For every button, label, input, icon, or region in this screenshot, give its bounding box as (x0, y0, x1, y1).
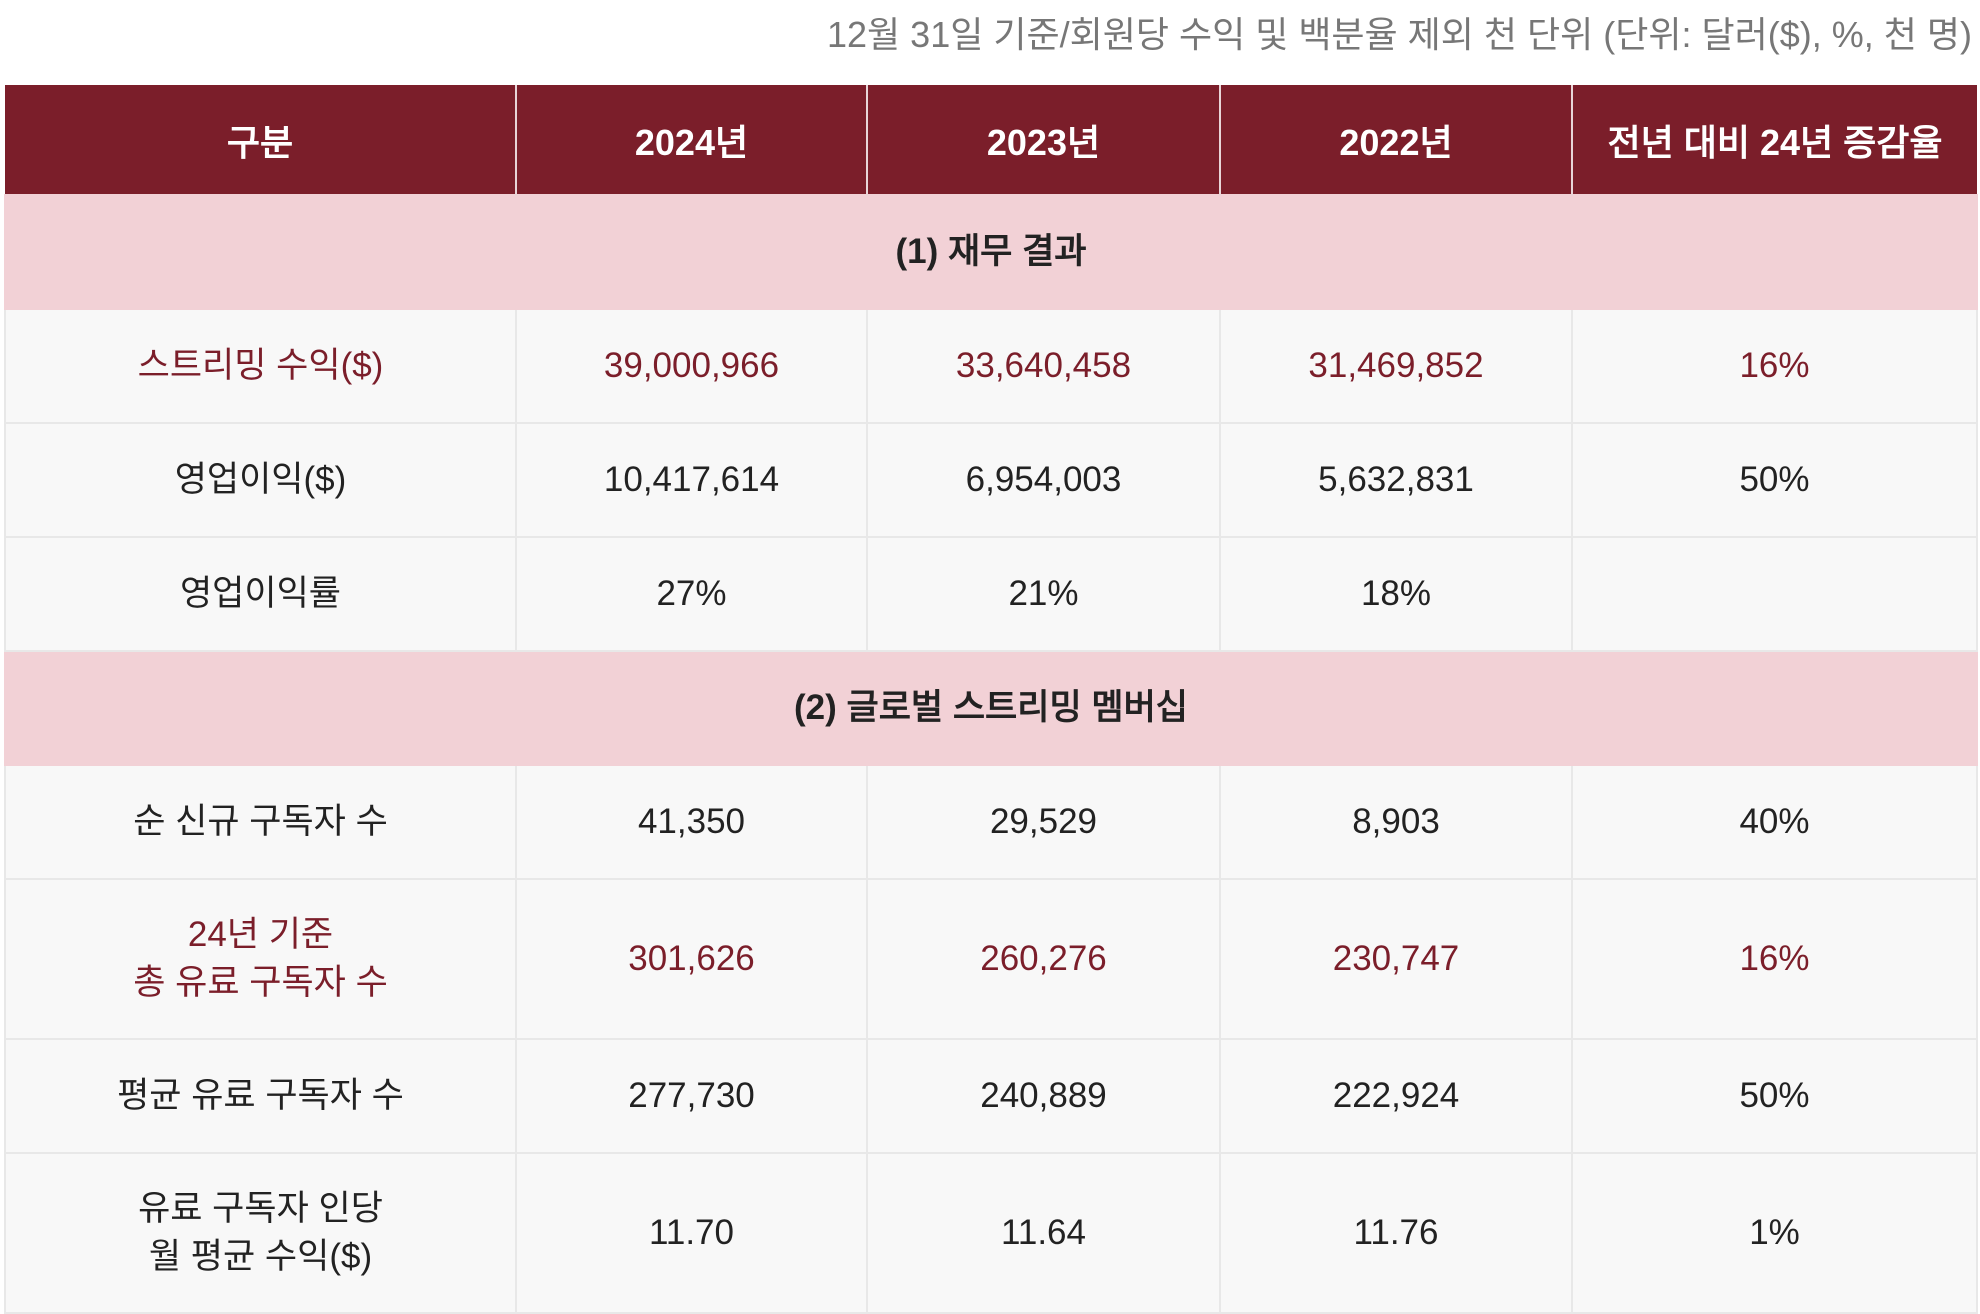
value-cell: 240,889 (866, 1038, 1221, 1154)
value-cell: 11.76 (1219, 1152, 1573, 1314)
row-label: 영업이익($) (4, 422, 517, 538)
data-row: 평균 유료 구독자 수 277,730 240,889 222,924 50% (4, 1038, 1978, 1154)
header-cell: 전년 대비 24년 증감율 (1572, 85, 1977, 195)
section-row: (1) 재무 결과 (4, 194, 1978, 310)
value-cell: 230,747 (1219, 878, 1573, 1040)
value-cell: 222,924 (1219, 1038, 1573, 1154)
value-cell: 6,954,003 (866, 422, 1221, 538)
data-row: 순 신규 구독자 수 41,350 29,529 8,903 40% (4, 764, 1978, 880)
value-cell: 39,000,966 (515, 308, 868, 424)
section-title: (1) 재무 결과 (4, 194, 1978, 310)
value-cell: 5,632,831 (1219, 422, 1573, 538)
row-label: 24년 기준 총 유료 구독자 수 (4, 878, 517, 1040)
header-cell: 구분 (5, 85, 517, 195)
value-cell: 8,903 (1219, 764, 1573, 880)
table-body: (1) 재무 결과 스트리밍 수익($) 39,000,966 33,640,458 3… (4, 194, 1978, 1314)
header-cell: 2022년 (1220, 85, 1573, 195)
value-cell: 11.64 (866, 1152, 1221, 1314)
value-cell: 11.70 (515, 1152, 868, 1314)
value-cell: 50% (1571, 422, 1978, 538)
value-cell: 16% (1571, 308, 1978, 424)
value-cell: 260,276 (866, 878, 1221, 1040)
value-cell: 16% (1571, 878, 1978, 1040)
value-cell: 21% (866, 536, 1221, 652)
data-row: 24년 기준 총 유료 구독자 수 301,626 260,276 230,747 16… (4, 878, 1978, 1040)
row-label: 유료 구독자 인당 월 평균 수익($) (4, 1152, 517, 1314)
header-cell: 2023년 (867, 85, 1221, 195)
value-cell: 1% (1571, 1152, 1978, 1314)
data-row: 유료 구독자 인당 월 평균 수익($) 11.70 11.64 11.76 1% (4, 1152, 1978, 1314)
data-row: 영업이익률 27% 21% 18% (4, 536, 1978, 652)
value-cell: 10,417,614 (515, 422, 868, 538)
value-cell: 27% (515, 536, 868, 652)
header-cell: 2024년 (516, 85, 868, 195)
row-label: 순 신규 구독자 수 (4, 764, 517, 880)
header-row: 구분 2024년 2023년 2022년 전년 대비 24년 증감율 (5, 85, 1977, 195)
row-label: 평균 유료 구독자 수 (4, 1038, 517, 1154)
value-cell: 277,730 (515, 1038, 868, 1154)
value-cell: 301,626 (515, 878, 868, 1040)
value-cell: 18% (1219, 536, 1573, 652)
row-label: 영업이익률 (4, 536, 517, 652)
data-row: 스트리밍 수익($) 39,000,966 33,640,458 31,469,852… (4, 308, 1978, 424)
value-cell: 50% (1571, 1038, 1978, 1154)
data-row: 영업이익($) 10,417,614 6,954,003 5,632,831 50% (4, 422, 1978, 538)
section-row: (2) 글로벌 스트리밍 멤버십 (4, 650, 1978, 766)
value-cell: 41,350 (515, 764, 868, 880)
value-cell: 40% (1571, 764, 1978, 880)
data-table: 구분 2024년 2023년 2022년 전년 대비 24년 증감율 (1) 재무 결과… (4, 85, 1978, 1314)
row-label: 스트리밍 수익($) (4, 308, 517, 424)
unit-note: 12월 31일 기준/회원당 수익 및 백분율 제외 천 단위 (단위: 달러(… (827, 14, 1972, 55)
value-cell: 33,640,458 (866, 308, 1221, 424)
section-title: (2) 글로벌 스트리밍 멤버십 (4, 650, 1978, 766)
value-cell (1571, 536, 1978, 652)
value-cell: 31,469,852 (1219, 308, 1573, 424)
value-cell: 29,529 (866, 764, 1221, 880)
